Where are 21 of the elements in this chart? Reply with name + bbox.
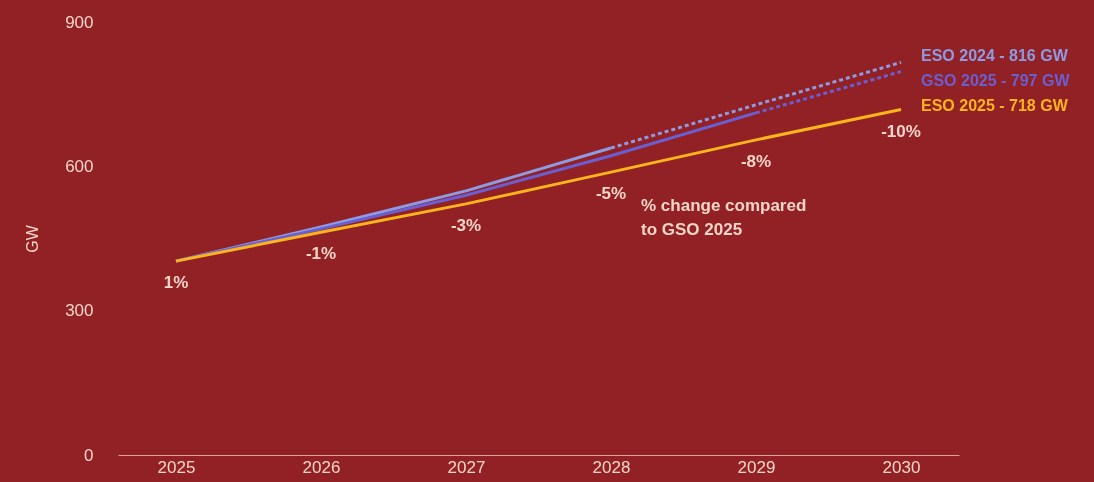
annotation: 1% [163, 273, 189, 293]
x-tick-label: 2025 [157, 457, 196, 477]
y-tick-label: 300 [65, 301, 94, 321]
x-tick-label: 2030 [882, 457, 921, 477]
y-tick-label: 900 [65, 12, 94, 32]
x-tick-label: 2028 [592, 457, 631, 477]
x-tick-label: 2027 [447, 457, 486, 477]
annotation: -8% [740, 151, 772, 171]
annotation: -10% [881, 121, 921, 141]
annotation: -1% [305, 244, 337, 264]
x-tick-label: 2029 [737, 457, 776, 477]
annotation: -5% [595, 184, 627, 204]
y-tick-label: 600 [65, 156, 94, 176]
x-tick-label: 2026 [302, 457, 341, 477]
series-label: ESO 2024 - 816 GW [921, 47, 1069, 65]
series-label: ESO 2025 - 718 GW [921, 97, 1069, 115]
annotation: % change compared to GSO 2025 [641, 196, 807, 239]
y-axis-title: GW [24, 224, 42, 253]
annotation: -3% [450, 215, 482, 235]
series-label: GSO 2025 - 797 GW [921, 72, 1071, 90]
y-tick-label: 0 [84, 445, 94, 465]
